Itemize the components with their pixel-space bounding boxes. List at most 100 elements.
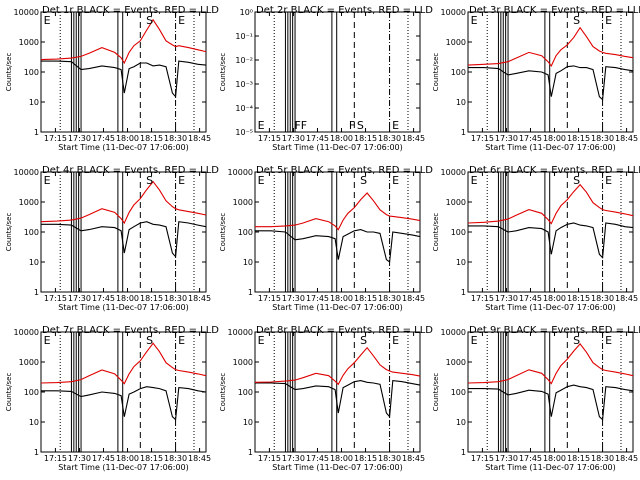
- series-events-line: [468, 222, 634, 259]
- marker-label: S: [146, 334, 153, 347]
- marker-label: E: [258, 334, 265, 347]
- y-tick-label: 100: [451, 228, 466, 237]
- y-tick-label: 1000: [446, 38, 466, 47]
- x-tick-label: 17:30: [495, 134, 518, 143]
- marker-label: S: [360, 174, 367, 187]
- x-tick-label: 18:30: [591, 454, 614, 463]
- x-tick-label: 17:15: [258, 454, 281, 463]
- x-tick-label: 17:30: [282, 294, 305, 303]
- y-tick-label: 1000: [19, 198, 39, 207]
- y-tick-label: 1: [461, 448, 466, 457]
- x-axis-label: Start Time (11-Dec-07 17:06:00): [58, 303, 189, 312]
- x-tick-label: 18:45: [188, 454, 211, 463]
- y-tick-label: 10000: [14, 168, 39, 177]
- marker-label: S: [146, 174, 153, 187]
- marker-label: E: [258, 174, 265, 187]
- x-tick-label: 18:00: [116, 134, 139, 143]
- plot-frame: [467, 11, 634, 133]
- series-lld-line: [40, 342, 207, 385]
- x-tick-label: 17:15: [258, 134, 281, 143]
- marker-label: E: [258, 119, 265, 132]
- y-tick-label: 1000: [19, 358, 39, 367]
- x-tick-label: 18:45: [615, 294, 638, 303]
- marker-label: S: [573, 334, 580, 347]
- x-tick-label: 18:45: [402, 134, 425, 143]
- y-axis-label: Counts/sec: [5, 373, 13, 412]
- x-tick-label: 18:00: [543, 454, 566, 463]
- x-tick-label: 18:15: [140, 294, 163, 303]
- x-tick-label: 17:30: [68, 134, 91, 143]
- plot-frame: [467, 331, 634, 453]
- plot-frame: [254, 11, 421, 133]
- x-tick-label: 17:30: [68, 294, 91, 303]
- x-tick-label: 18:00: [330, 294, 353, 303]
- panel-title: Det 4r BLACK = Events, RED = LLD: [42, 165, 219, 176]
- x-axis-label: Start Time (11-Dec-07 17:06:00): [272, 143, 403, 152]
- x-tick-label: 18:45: [615, 454, 638, 463]
- marker-label: E: [605, 334, 612, 347]
- x-tick-label: 18:15: [567, 294, 590, 303]
- x-tick-label: 18:30: [164, 454, 187, 463]
- y-axis-label: Counts/sec: [432, 213, 440, 252]
- y-tick-label: 100: [238, 228, 253, 237]
- y-tick-label: 10000: [228, 168, 253, 177]
- y-tick-label: 1: [34, 448, 39, 457]
- x-tick-label: 17:45: [306, 134, 329, 143]
- x-tick-label: 17:45: [306, 454, 329, 463]
- y-tick-label: 1: [461, 128, 466, 137]
- marker-label: E: [178, 334, 185, 347]
- y-tick-label: 1: [248, 288, 253, 297]
- series-lld-line: [467, 183, 634, 225]
- x-tick-label: 18:45: [402, 454, 425, 463]
- x-tick-label: 17:45: [519, 454, 542, 463]
- panel-title: Det 5r BLACK = Events, RED = LLD: [256, 165, 433, 176]
- x-tick-label: 18:15: [354, 294, 377, 303]
- x-tick-label: 18:30: [591, 134, 614, 143]
- y-axis-label: Counts/sec: [219, 373, 227, 412]
- marker-label: S: [573, 14, 580, 27]
- series-events-line: [255, 379, 421, 419]
- x-tick-label: 18:30: [378, 134, 401, 143]
- x-tick-label: 18:15: [567, 454, 590, 463]
- y-tick-label: 10: [243, 418, 253, 427]
- y-axis-label: Counts/sec: [219, 213, 227, 252]
- x-tick-label: 18:00: [116, 454, 139, 463]
- panel-title: Det 8r BLACK = Events, RED = LLD: [256, 325, 433, 336]
- y-axis-label: Counts/sec: [5, 53, 13, 92]
- marker-label: S: [360, 334, 367, 347]
- y-tick-label: 100: [24, 388, 39, 397]
- marker-label: E: [178, 174, 185, 187]
- x-axis-label: Start Time (11-Dec-07 17:06:00): [485, 463, 616, 472]
- x-tick-label: 17:30: [282, 134, 305, 143]
- x-tick-label: 18:15: [140, 454, 163, 463]
- x-tick-label: 18:15: [140, 134, 163, 143]
- marker-label: E: [392, 119, 399, 132]
- y-tick-label: 10: [243, 258, 253, 267]
- series-events-line: [468, 384, 634, 421]
- series-events-line: [255, 229, 421, 264]
- y-tick-label: 10: [29, 418, 39, 427]
- x-tick-label: 18:00: [330, 454, 353, 463]
- x-tick-label: 17:15: [44, 294, 67, 303]
- marker-label: S: [146, 14, 153, 27]
- series-events-line: [41, 221, 207, 259]
- x-tick-label: 18:15: [354, 134, 377, 143]
- x-tick-label: 17:45: [92, 294, 115, 303]
- panel-title: Det 7r BLACK = Events, RED = LLD: [42, 325, 219, 336]
- y-tick-label: 10⁻⁵: [235, 128, 253, 137]
- plot-frame: [467, 171, 634, 293]
- y-tick-label: 10⁰: [240, 8, 253, 17]
- x-tick-label: 18:30: [378, 294, 401, 303]
- y-tick-label: 10: [29, 98, 39, 107]
- x-tick-label: 17:45: [519, 294, 542, 303]
- x-tick-label: 18:30: [164, 294, 187, 303]
- y-tick-label: 10000: [441, 328, 466, 337]
- x-axis-label: Start Time (11-Dec-07 17:06:00): [272, 463, 403, 472]
- marker-label: FF: [294, 119, 307, 132]
- marker-label: S: [357, 119, 364, 132]
- y-tick-label: 1000: [19, 38, 39, 47]
- x-tick-label: 17:45: [92, 454, 115, 463]
